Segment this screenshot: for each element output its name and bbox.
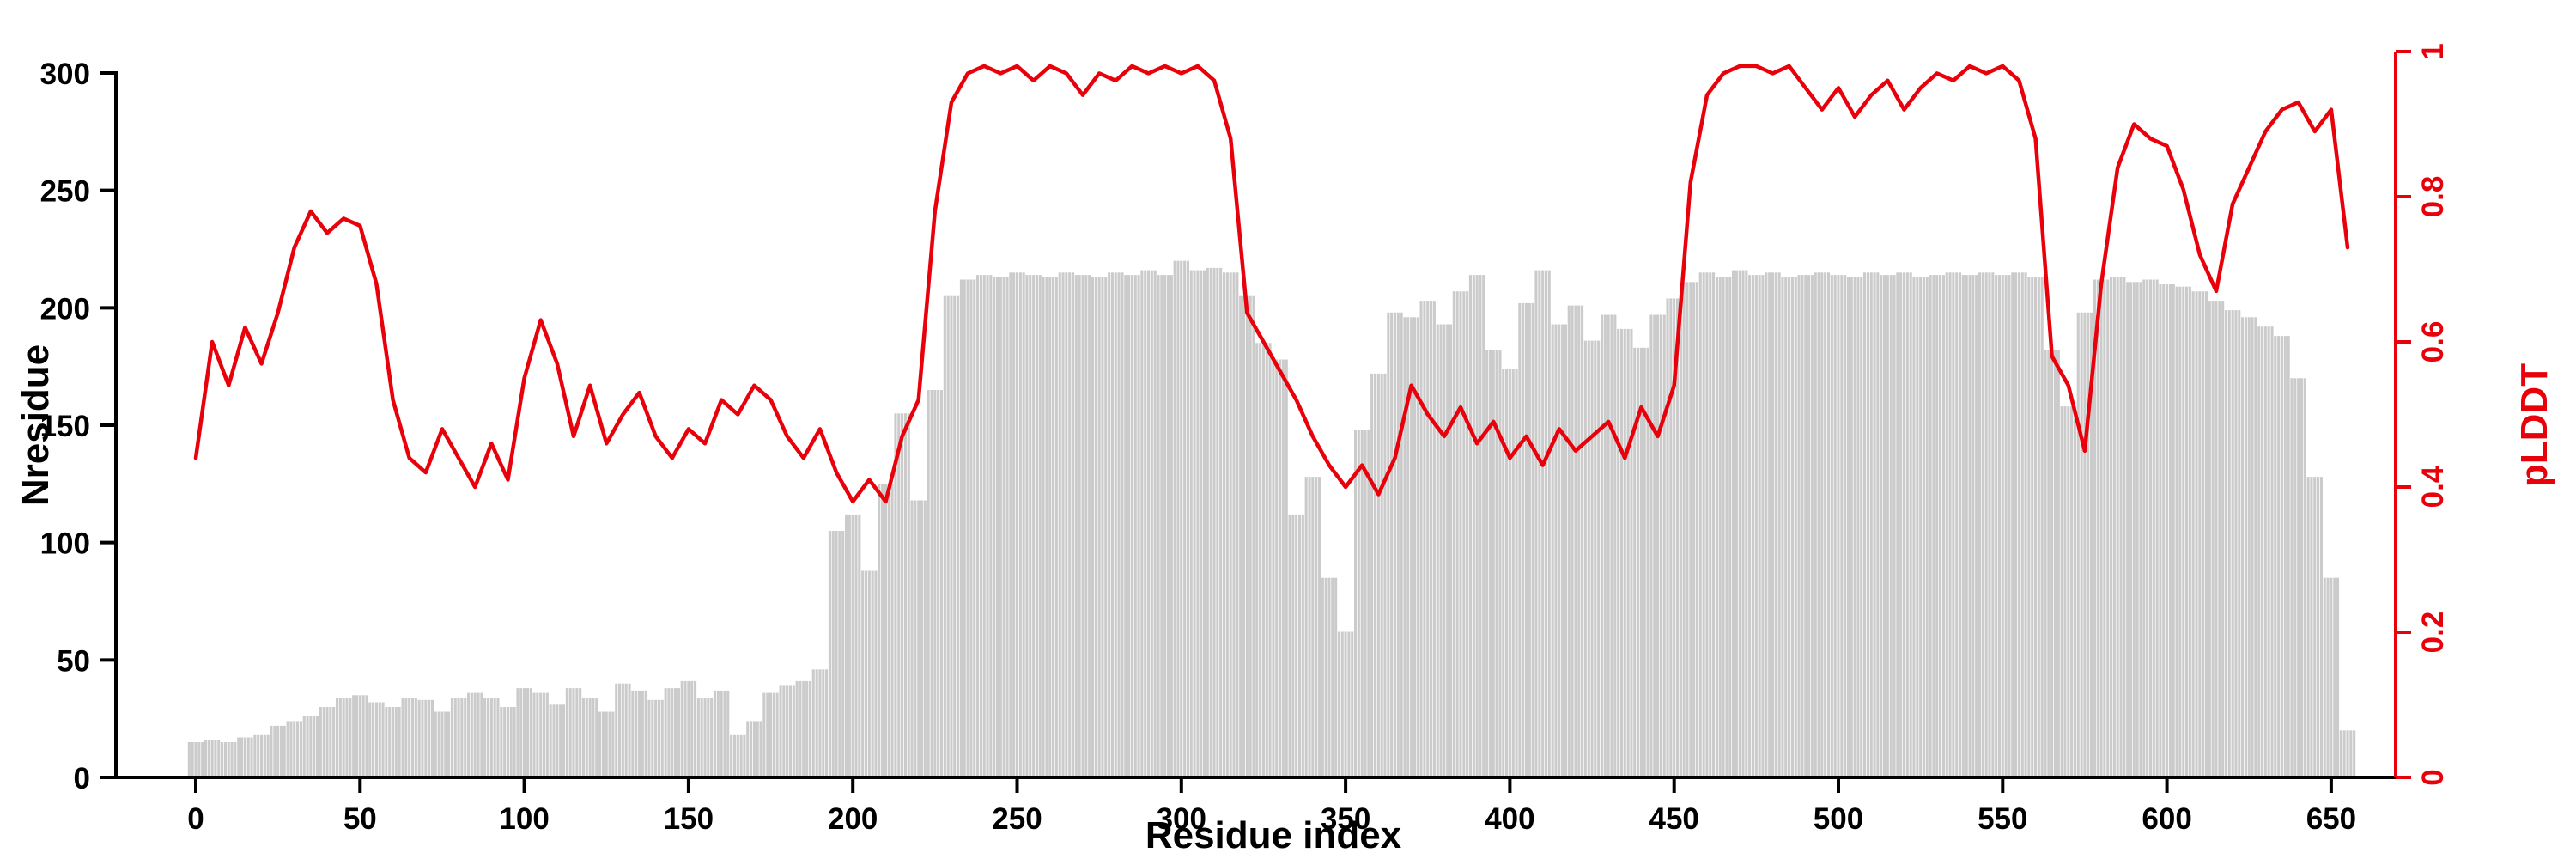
nresidue-bars	[187, 260, 2356, 778]
right-tick-label: 0.6	[2416, 321, 2450, 363]
x-tick-label: 200	[828, 802, 878, 836]
x-tick-label: 100	[499, 802, 549, 836]
x-axis-title: Residue index	[1145, 814, 1402, 856]
x-tick-label: 550	[1978, 802, 2027, 836]
x-tick-label: 250	[992, 802, 1042, 836]
x-tick-label: 400	[1485, 802, 1534, 836]
left-tick-label: 150	[40, 410, 90, 443]
right-tick-label: 1	[2416, 43, 2450, 59]
x-tick-label: 150	[664, 802, 714, 836]
left-tick-label: 200	[40, 292, 90, 326]
left-axis-title: Nresidue	[15, 344, 57, 507]
x-tick-label: 300	[1157, 802, 1206, 836]
x-tick-label: 600	[2142, 802, 2191, 836]
right-axis-title: pLDDT	[2513, 362, 2555, 488]
left-tick-label: 100	[40, 527, 90, 561]
x-tick-label: 450	[1649, 802, 1698, 836]
x-tick-label: 0	[187, 802, 204, 836]
left-tick-label: 0	[74, 762, 90, 795]
left-tick-label: 50	[57, 644, 90, 678]
right-tick-label: 0.4	[2416, 466, 2450, 508]
x-tick-label: 500	[1814, 802, 1863, 836]
right-tick-label: 0	[2416, 769, 2450, 785]
x-tick-label: 350	[1321, 802, 1370, 836]
right-tick-label: 0.2	[2416, 612, 2450, 654]
left-tick-label: 300	[40, 58, 90, 91]
x-tick-label: 50	[343, 802, 377, 836]
right-tick-label: 0.8	[2416, 176, 2450, 218]
plddt-line	[193, 64, 2350, 504]
x-tick-label: 650	[2306, 802, 2356, 836]
left-tick-label: 250	[40, 175, 90, 209]
